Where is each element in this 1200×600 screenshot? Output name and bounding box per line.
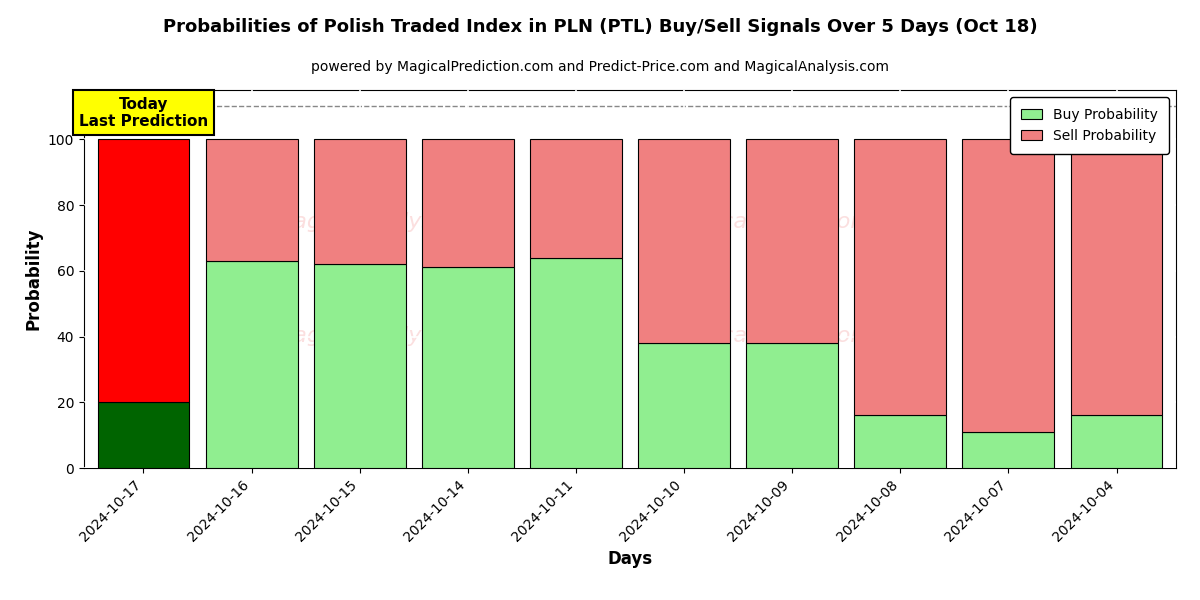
Text: MagicalAnalysis.com: MagicalAnalysis.com bbox=[274, 212, 505, 232]
Bar bbox=[530, 257, 622, 468]
Bar bbox=[97, 402, 190, 468]
Bar bbox=[97, 139, 190, 402]
Bar bbox=[962, 139, 1055, 432]
Bar bbox=[854, 139, 947, 415]
Text: MagicalAnalysis.com: MagicalAnalysis.com bbox=[274, 326, 505, 346]
Bar bbox=[854, 415, 947, 468]
Bar bbox=[1070, 139, 1163, 415]
Bar bbox=[313, 139, 406, 264]
Bar bbox=[422, 268, 514, 468]
Text: MagicalPrediction.com: MagicalPrediction.com bbox=[668, 326, 919, 346]
Bar bbox=[1070, 415, 1163, 468]
Bar bbox=[638, 139, 730, 343]
Bar bbox=[313, 264, 406, 468]
Legend: Buy Probability, Sell Probability: Buy Probability, Sell Probability bbox=[1010, 97, 1169, 154]
Bar bbox=[205, 139, 298, 261]
Bar bbox=[746, 139, 838, 343]
Bar bbox=[205, 261, 298, 468]
Bar bbox=[962, 432, 1055, 468]
Bar bbox=[422, 139, 514, 268]
Bar bbox=[638, 343, 730, 468]
Text: Probabilities of Polish Traded Index in PLN (PTL) Buy/Sell Signals Over 5 Days (: Probabilities of Polish Traded Index in … bbox=[163, 18, 1037, 36]
Bar bbox=[746, 343, 838, 468]
Text: MagicalPrediction.com: MagicalPrediction.com bbox=[668, 212, 919, 232]
Bar bbox=[530, 139, 622, 257]
X-axis label: Days: Days bbox=[607, 550, 653, 568]
Text: powered by MagicalPrediction.com and Predict-Price.com and MagicalAnalysis.com: powered by MagicalPrediction.com and Pre… bbox=[311, 60, 889, 74]
Text: Today
Last Prediction: Today Last Prediction bbox=[79, 97, 208, 129]
Y-axis label: Probability: Probability bbox=[24, 228, 42, 330]
